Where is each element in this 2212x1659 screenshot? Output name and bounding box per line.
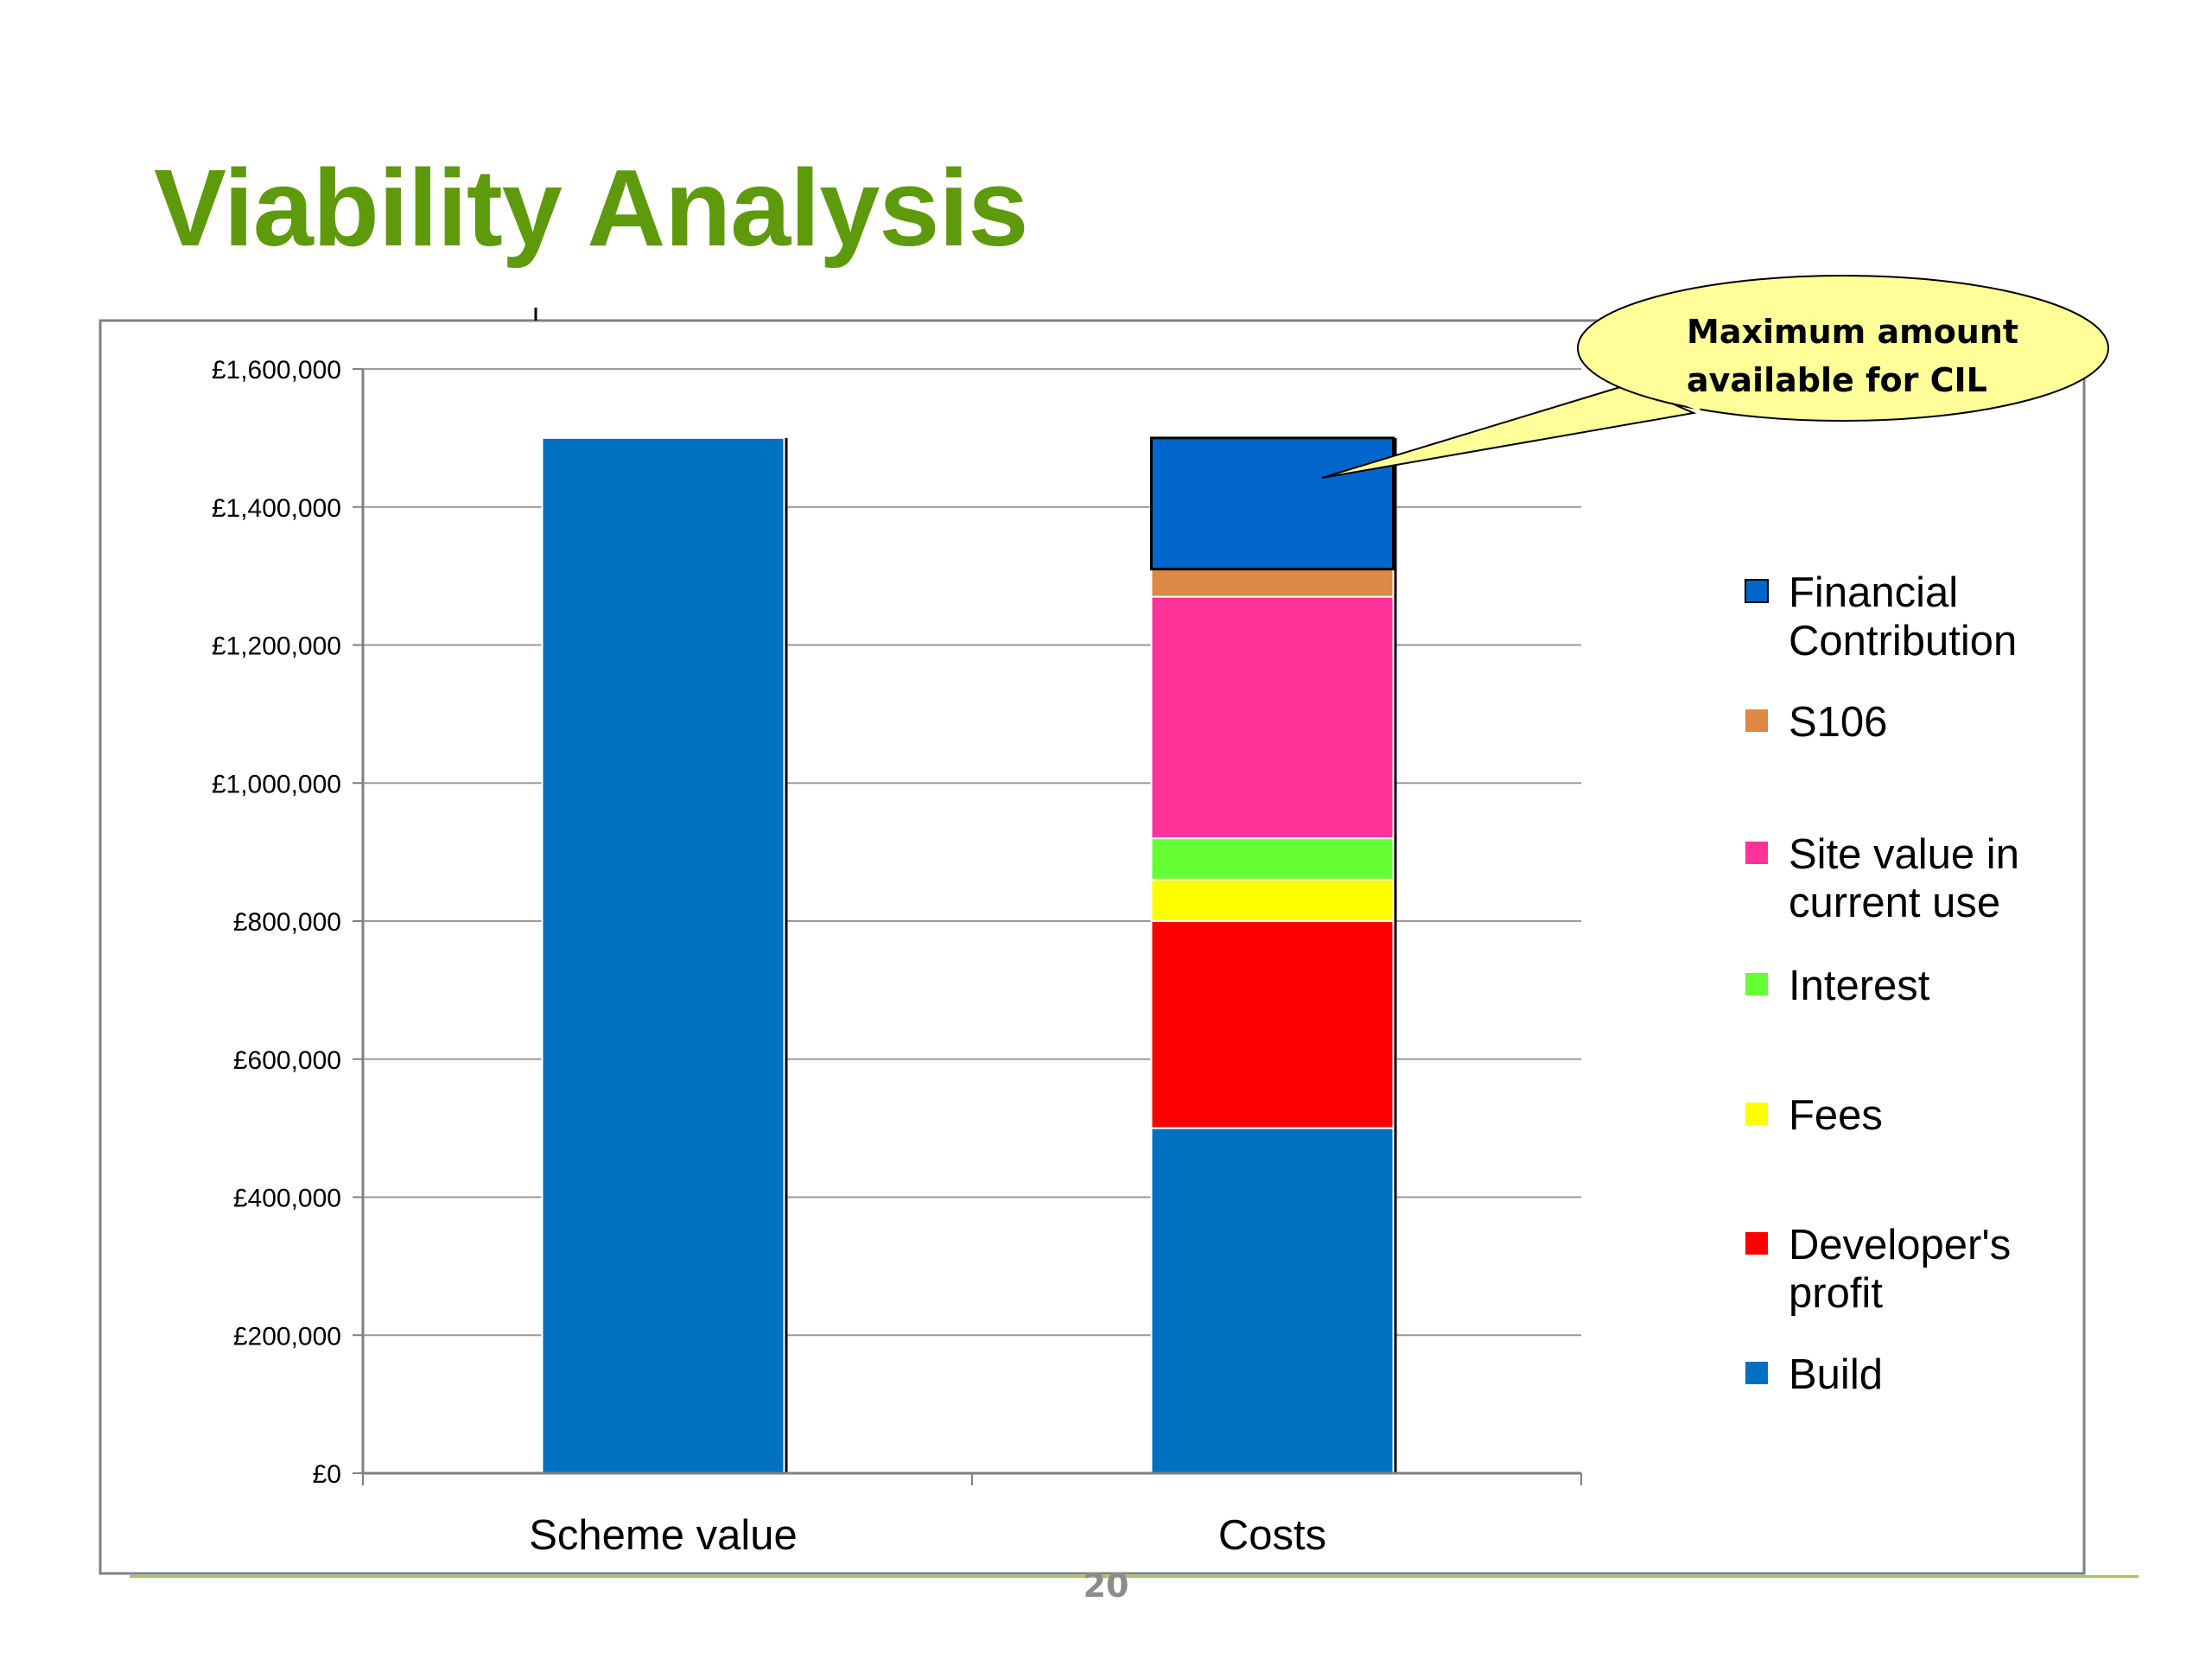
bar-segment <box>1150 837 1395 881</box>
cil-callout: Maximum amount available for CIL <box>1321 275 2109 479</box>
y-tick-label: £0 <box>313 1460 341 1489</box>
y-tick-label: £200,000 <box>233 1322 341 1351</box>
y-tick-label: £800,000 <box>233 908 341 937</box>
legend-swatch <box>1745 973 1768 995</box>
bars <box>541 436 1397 1474</box>
legend-label: Contribution <box>1789 618 2017 664</box>
bar-segment <box>541 436 785 1474</box>
chart-frame <box>99 319 2086 1575</box>
x-category-label: Costs <box>1218 1512 1326 1559</box>
legend-label: Developer's <box>1789 1222 2011 1268</box>
y-tick-label: £400,000 <box>233 1185 341 1213</box>
legend-label: Site value in <box>1789 831 2019 878</box>
legend-swatch <box>1745 709 1768 732</box>
callout-pointer-cover <box>1636 380 1700 411</box>
y-tick-label: £1,000,000 <box>212 770 341 798</box>
bar-segment <box>1150 568 1395 598</box>
legend-label: current use <box>1789 880 2000 926</box>
legend-label: S106 <box>1789 699 1887 746</box>
callout-line-1: Maximum amount <box>1687 313 2018 351</box>
page-number: 20 <box>1083 1567 1129 1605</box>
legend-swatch <box>1745 579 1769 603</box>
legend-swatch <box>1745 1232 1768 1255</box>
footer-divider <box>130 1575 2139 1578</box>
legend-label: Interest <box>1789 963 1930 1009</box>
legend-label: Build <box>1789 1351 1883 1398</box>
legend-label: Financial <box>1789 569 1958 616</box>
slide-title: Viability Analysis <box>154 147 1028 269</box>
bar-segment <box>1150 1127 1395 1474</box>
legend-label: profit <box>1789 1270 1883 1317</box>
bar-segment <box>1150 436 1395 571</box>
y-tick-label: £1,400,000 <box>212 494 341 523</box>
callout-bubble <box>1577 275 2109 422</box>
callout-line-2: available for CIL <box>1687 361 1987 399</box>
bar-segment <box>1150 879 1395 923</box>
y-tick-label: £1,200,000 <box>212 632 341 661</box>
legend-swatch <box>1745 1362 1768 1384</box>
legend-label: Fees <box>1789 1092 1883 1139</box>
legend-swatch <box>1745 1103 1768 1125</box>
bar-segment <box>1150 920 1395 1129</box>
bar-shadow <box>1393 437 1397 1473</box>
bar-segment <box>1150 595 1395 840</box>
y-tick-label: £600,000 <box>233 1046 341 1075</box>
axes: £0 £200,000 £400,000 £600,000 £800,000 £1,000… <box>212 356 1582 1559</box>
x-category-label: Scheme value <box>529 1512 798 1559</box>
bar-shadow <box>784 437 788 1473</box>
y-tick-label: £1,600,000 <box>212 356 341 385</box>
legend-swatch <box>1745 842 1768 864</box>
